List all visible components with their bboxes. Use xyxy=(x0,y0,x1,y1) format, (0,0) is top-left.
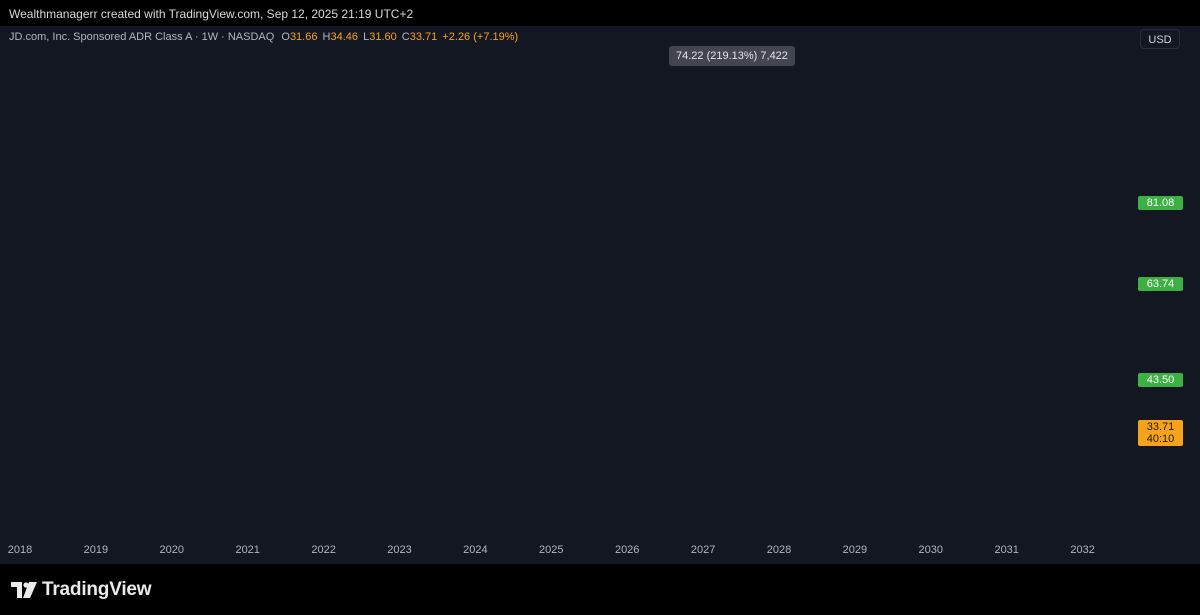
header-bar: Wealthmanagerr created with TradingView.… xyxy=(0,0,1200,26)
level-label-63: 63.74 xyxy=(1138,277,1183,291)
price-axis[interactable]: 20.0030.0040.0050.0060.0070.0080.0090.00… xyxy=(1130,26,1200,564)
time-tick-label: 2025 xyxy=(539,544,564,556)
currency-button[interactable]: USD xyxy=(1140,29,1180,49)
time-tick-label: 2029 xyxy=(842,544,868,556)
brand-name: TradingView xyxy=(42,579,152,600)
time-tick-label: 2018 xyxy=(7,544,33,556)
last-price-badge: 33.71 40:10 xyxy=(1138,420,1183,446)
time-tick-label: 2027 xyxy=(690,544,716,556)
legend-close-value: 33.71 xyxy=(409,31,438,43)
time-tick-label: 2030 xyxy=(918,544,944,556)
legend-high-label: H xyxy=(322,31,331,43)
time-tick-label: 2031 xyxy=(994,544,1019,556)
tradingview-logo: TradingView xyxy=(11,579,152,601)
symbol-legend: JD.com, Inc. Sponsored ADR Class A · 1W … xyxy=(9,31,518,43)
legend-symbol: JD.com, Inc. Sponsored ADR Class A · 1W … xyxy=(9,31,275,43)
legend-low-label: L xyxy=(363,31,370,43)
level-label-43: 43.50 xyxy=(1138,373,1183,387)
legend-close-label: C xyxy=(401,31,410,43)
time-tick-label: 2021 xyxy=(235,544,260,556)
chart-panel[interactable]: JD.com, Inc. Sponsored ADR Class A · 1W … xyxy=(0,26,1200,564)
bar-countdown: 40:10 xyxy=(1146,433,1175,445)
footer-bar: TradingView xyxy=(0,564,1200,615)
last-price-value: 33.71 xyxy=(1146,421,1175,433)
legend-high-value: 34.46 xyxy=(330,31,359,43)
time-tick-label: 2028 xyxy=(766,544,792,556)
time-tick-label: 2020 xyxy=(159,544,185,556)
plot-area[interactable] xyxy=(0,26,1130,564)
legend-open-value: 31.66 xyxy=(289,31,318,43)
legend-low-value: 31.60 xyxy=(369,31,397,43)
time-tick-label: 2023 xyxy=(387,544,412,556)
legend-open-label: O xyxy=(281,31,290,43)
measure-label: 74.22 (219.13%) 7,422 xyxy=(669,46,795,66)
price-chart[interactable] xyxy=(0,26,1130,564)
time-tick-label: 2026 xyxy=(614,544,640,556)
time-tick-label: 2022 xyxy=(311,544,336,556)
level-label-81: 81.08 xyxy=(1138,196,1183,210)
time-tick-label: 2024 xyxy=(463,544,488,556)
legend-change: +2.26 (+7.19%) xyxy=(442,31,519,43)
time-tick-label: 2032 xyxy=(1070,544,1095,556)
header-credit: Wealthmanagerr created with TradingView.… xyxy=(9,7,414,21)
time-tick-label: 2019 xyxy=(83,544,109,556)
tradingview-logo-icon xyxy=(11,582,37,598)
